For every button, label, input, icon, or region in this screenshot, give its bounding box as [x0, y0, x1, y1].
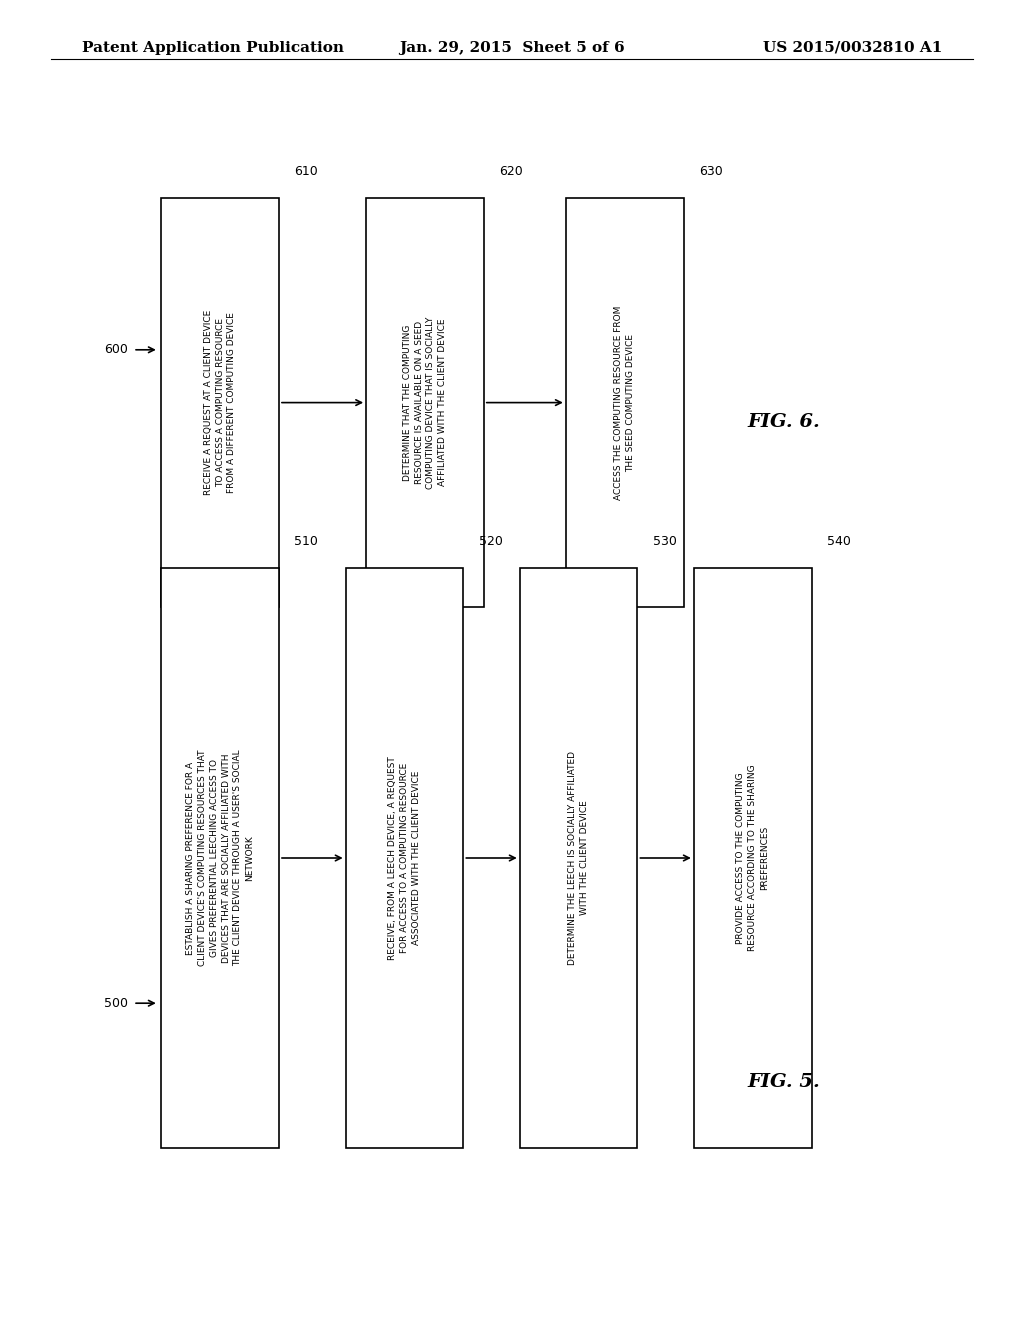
FancyBboxPatch shape [519, 568, 637, 1148]
Text: 530: 530 [653, 535, 677, 548]
Text: Jan. 29, 2015  Sheet 5 of 6: Jan. 29, 2015 Sheet 5 of 6 [399, 41, 625, 54]
Text: DETERMINE THE LEECH IS SOCIALLY AFFILIATED
WITH THE CLIENT DEVICE: DETERMINE THE LEECH IS SOCIALLY AFFILIAT… [568, 751, 589, 965]
Text: 620: 620 [500, 165, 523, 178]
FancyBboxPatch shape [346, 568, 463, 1148]
Text: RECEIVE A REQUEST AT A CLIENT DEVICE
TO ACCESS A COMPUTING RESOURCE
FROM A DIFFE: RECEIVE A REQUEST AT A CLIENT DEVICE TO … [204, 310, 237, 495]
Text: 630: 630 [698, 165, 723, 178]
Text: 610: 610 [295, 165, 318, 178]
FancyBboxPatch shape [694, 568, 811, 1148]
Text: PROVIDE ACCESS TO THE COMPUTING
RESOURCE ACCORDING TO THE SHARING
PREFERENCES: PROVIDE ACCESS TO THE COMPUTING RESOURCE… [736, 764, 769, 952]
Text: US 2015/0032810 A1: US 2015/0032810 A1 [763, 41, 942, 54]
Text: 540: 540 [827, 535, 851, 548]
Text: 500: 500 [104, 997, 128, 1010]
FancyBboxPatch shape [565, 198, 684, 607]
FancyBboxPatch shape [367, 198, 483, 607]
Text: ESTABLISH A SHARING PREFERENCE FOR A
CLIENT DEVICE'S COMPUTING RESOURCES THAT
GI: ESTABLISH A SHARING PREFERENCE FOR A CLI… [186, 750, 254, 966]
Text: 510: 510 [295, 535, 318, 548]
Text: FIG. 5.: FIG. 5. [748, 1073, 820, 1092]
Text: Patent Application Publication: Patent Application Publication [82, 41, 344, 54]
Text: DETERMINE THAT THE COMPUTING
RESOURCE IS AVAILABLE ON A SEED
COMPUTING DEVICE TH: DETERMINE THAT THE COMPUTING RESOURCE IS… [402, 317, 447, 488]
FancyBboxPatch shape [162, 568, 279, 1148]
Text: 520: 520 [479, 535, 503, 548]
Text: FIG. 6.: FIG. 6. [748, 413, 820, 432]
Text: ACCESS THE COMPUTING RESOURCE FROM
THE SEED COMPUTING DEVICE: ACCESS THE COMPUTING RESOURCE FROM THE S… [614, 305, 635, 500]
FancyBboxPatch shape [162, 198, 279, 607]
Text: 600: 600 [104, 343, 128, 356]
Text: RECEIVE, FROM A LEECH DEVICE, A REQUEST
FOR ACCESS TO A COMPUTING RESOURCE
ASSOC: RECEIVE, FROM A LEECH DEVICE, A REQUEST … [388, 756, 421, 960]
